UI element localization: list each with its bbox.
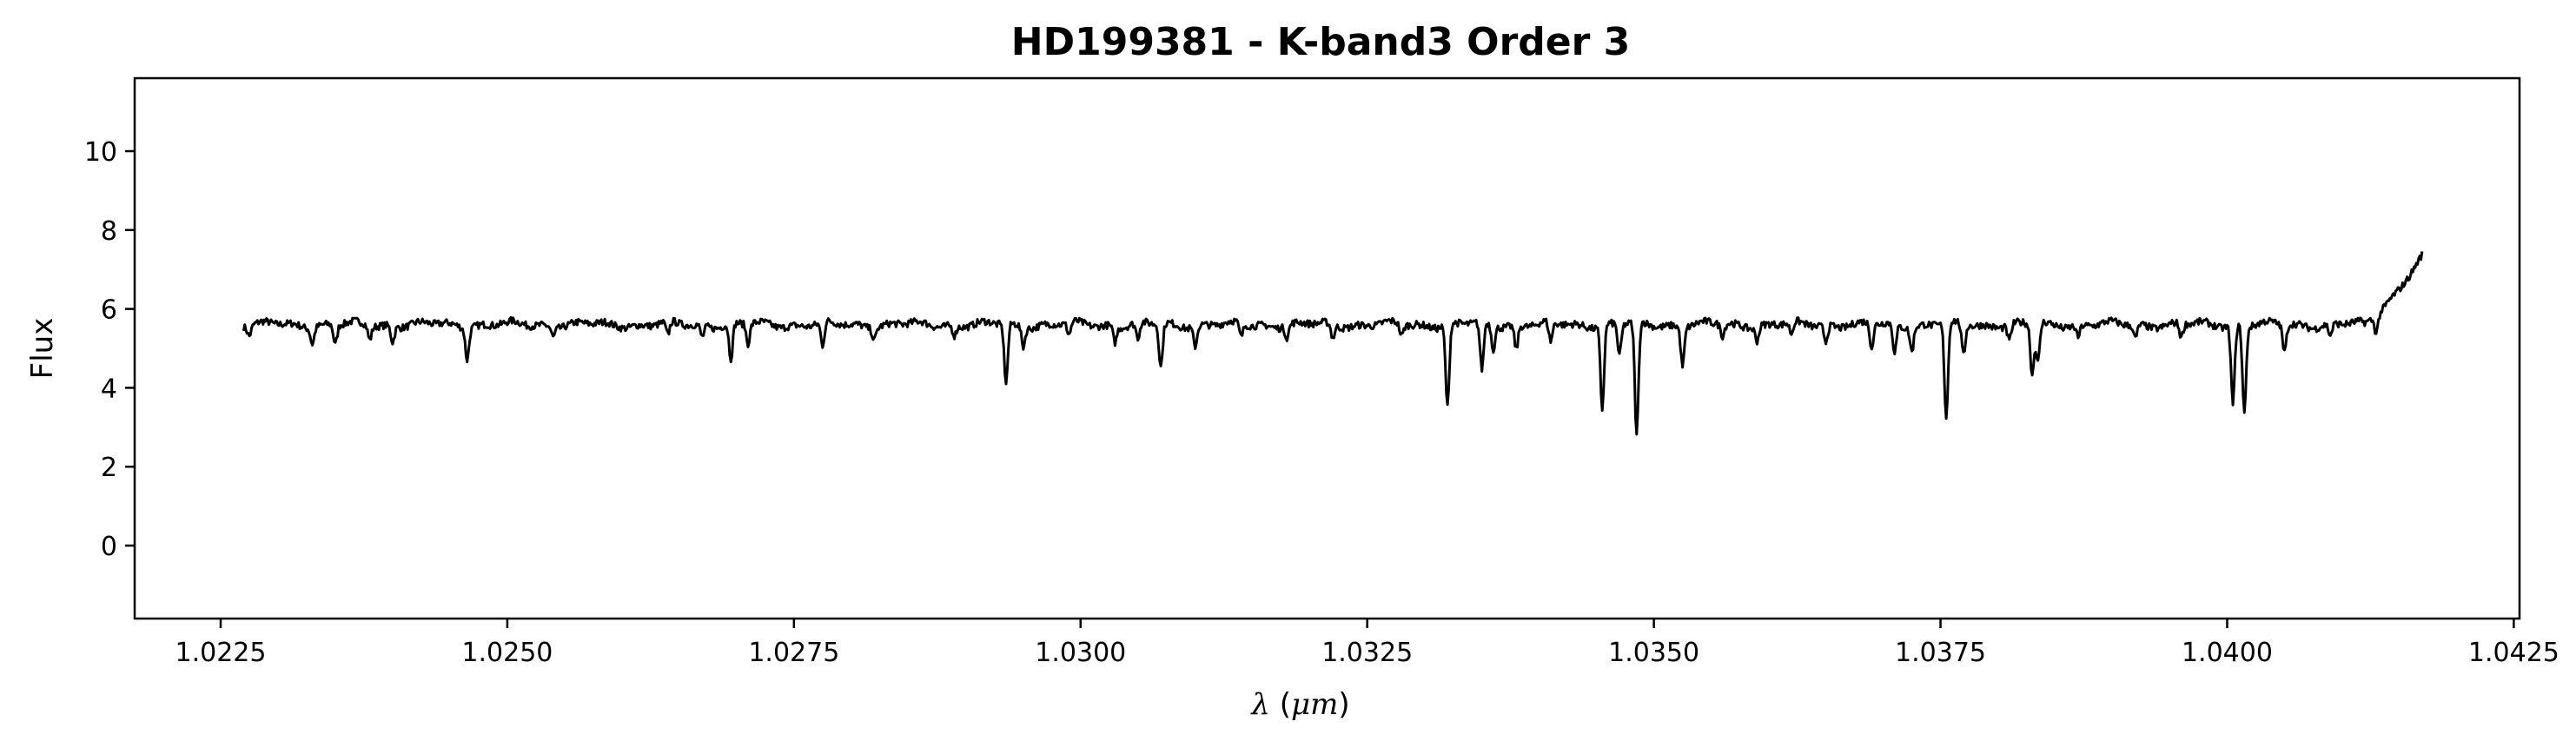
x-axis-label-symbol: λ <box>1249 687 1270 722</box>
y-tick-label: 4 <box>101 374 117 404</box>
x-tick-label: 1.0275 <box>748 638 839 668</box>
y-tick-label: 0 <box>101 532 117 562</box>
x-tick-label: 1.0325 <box>1321 638 1413 668</box>
x-tick-label: 1.0250 <box>461 638 553 668</box>
y-tick-label: 6 <box>101 295 117 326</box>
y-tick-label: 2 <box>101 453 117 483</box>
spectrum-line <box>242 251 2424 436</box>
y-tick-label: 10 <box>84 137 117 168</box>
x-axis-label: λ (μm) <box>1249 687 1349 722</box>
x-tick-label: 1.0300 <box>1035 638 1126 668</box>
y-tick-label: 8 <box>101 216 117 247</box>
y-axis-label: Flux <box>25 318 60 380</box>
chart-title: HD199381 - K-band3 Order 3 <box>1011 20 1631 64</box>
x-tick-label: 1.0375 <box>1895 638 1986 668</box>
x-axis-label-unit: μm <box>1291 687 1338 722</box>
x-tick-label: 1.0400 <box>2182 638 2273 668</box>
x-tick-label: 1.0350 <box>1608 638 1699 668</box>
plot-frame <box>133 76 2521 620</box>
y-axis-ticks: 0 2 4 6 8 10 <box>84 137 135 562</box>
x-tick-label: 1.0425 <box>2468 638 2559 668</box>
x-axis-ticks: 1.0225 1.0250 1.0275 1.0300 1.0325 1.0350 1.03… <box>175 619 2559 668</box>
x-tick-label: 1.0225 <box>175 638 266 668</box>
